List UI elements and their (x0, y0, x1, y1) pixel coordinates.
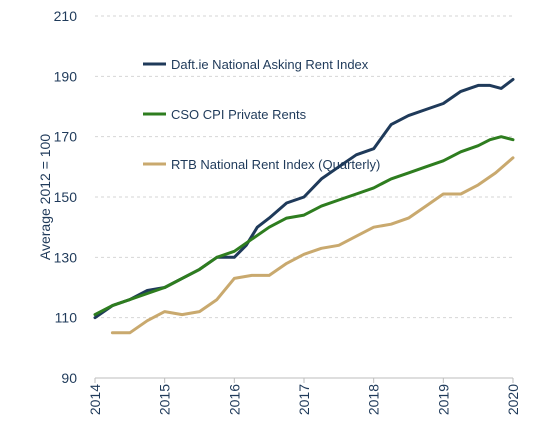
gridlines (95, 15, 513, 319)
legend-label: RTB National Rent Index (Quarterly) (171, 157, 380, 172)
y-tick-label: 170 (54, 129, 78, 145)
series-line-2 (110, 156, 515, 335)
legend: Daft.ie National Asking Rent Index CSO CP… (143, 57, 380, 172)
x-tick-label: 2015 (157, 384, 173, 415)
legend-label: CSO CPI Private Rents (171, 107, 307, 122)
x-tick-label: 2017 (296, 384, 312, 415)
y-tick-label: 90 (61, 370, 77, 386)
legend-label: Daft.ie National Asking Rent Index (171, 57, 369, 72)
y-tick-label: 130 (54, 249, 78, 265)
x-tick-label: 2018 (366, 384, 382, 415)
y-axis-title: Average 2012 = 100 (37, 134, 53, 260)
x-tick-label: 2020 (505, 384, 521, 415)
y-tick-label: 150 (54, 189, 78, 205)
x-tick-label: 2019 (435, 384, 451, 415)
y-tick-label: 210 (54, 8, 78, 24)
x-tick-label: 2016 (226, 384, 242, 415)
y-tick-label: 110 (55, 310, 78, 326)
x-tick-label: 2014 (87, 384, 103, 415)
y-axis-ticks: 90 110 130 150 170 190 210 (54, 8, 78, 386)
x-axis-ticks: 2014 2015 2016 2017 2018 2019 2020 (87, 378, 521, 415)
series-line-1 (93, 135, 515, 317)
series-lines (93, 77, 515, 335)
y-tick-label: 190 (54, 68, 78, 84)
